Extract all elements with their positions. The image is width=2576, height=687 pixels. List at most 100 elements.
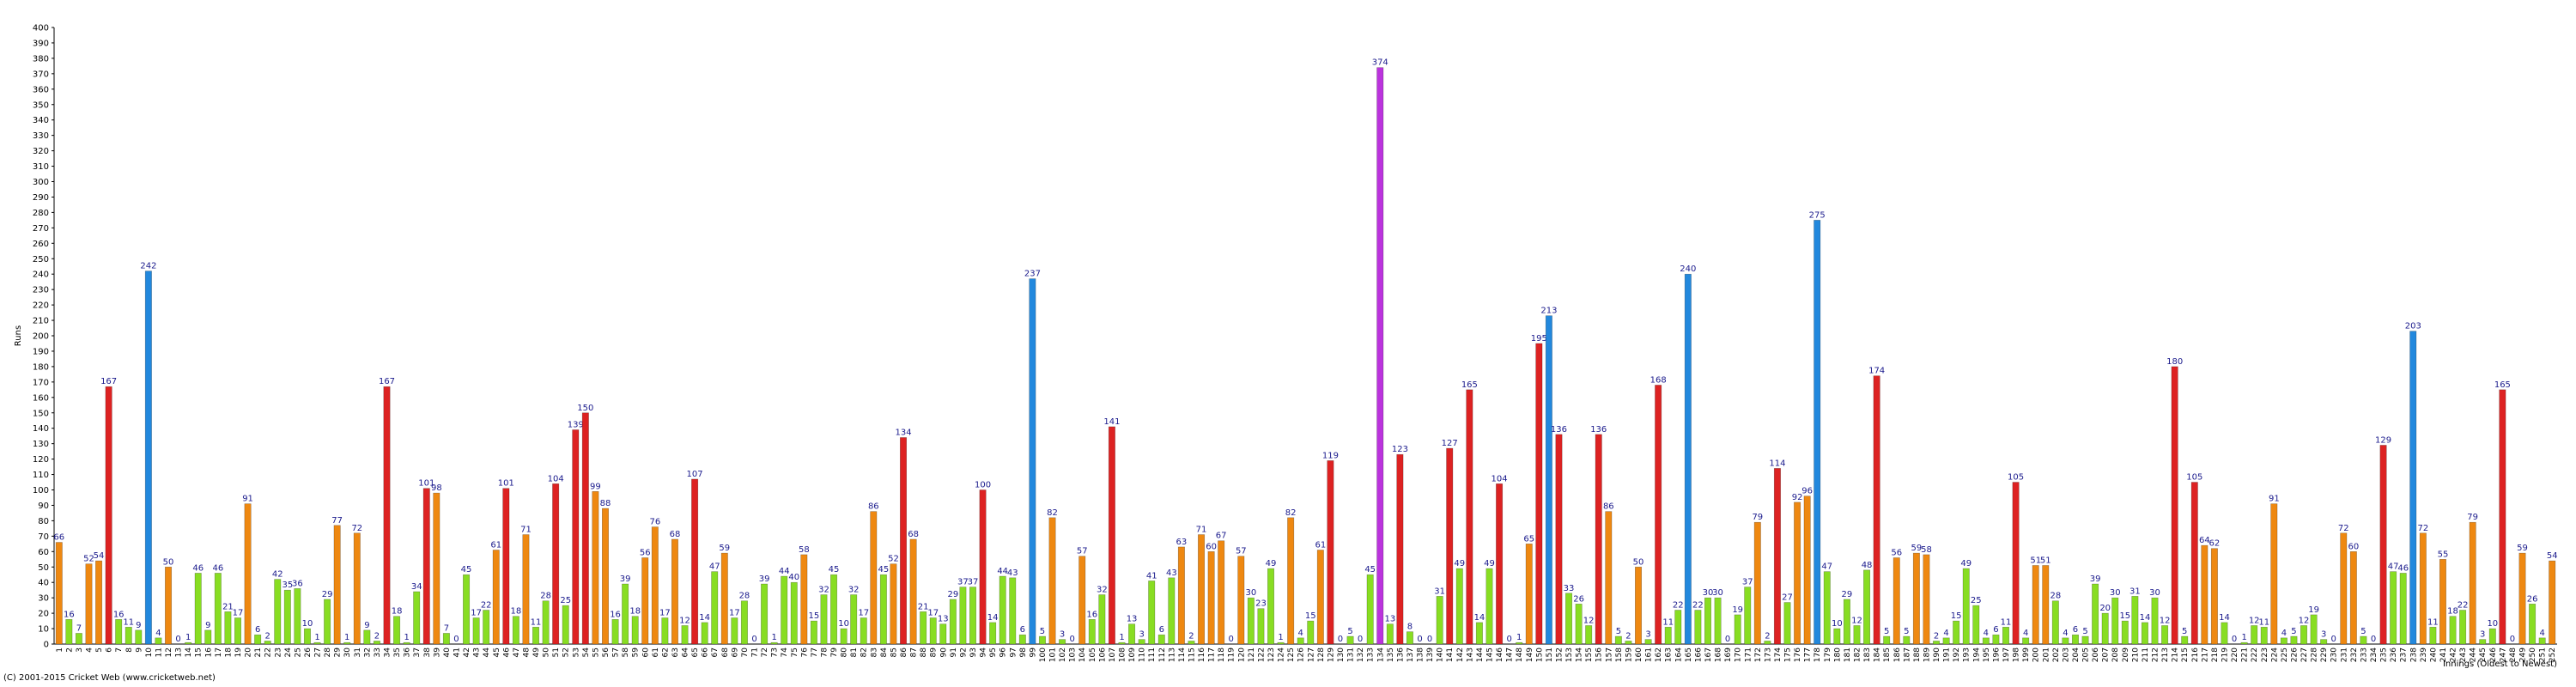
x-tick-label: 83 xyxy=(870,647,878,657)
x-tick-label: 59 xyxy=(632,647,641,658)
value-label: 60 xyxy=(2348,542,2359,551)
bar xyxy=(1277,641,1285,645)
value-label: 141 xyxy=(1103,417,1120,427)
value-label: 5 xyxy=(2360,627,2366,636)
bar xyxy=(1198,534,1206,645)
x-tick-label: 174 xyxy=(1774,647,1783,662)
value-label: 167 xyxy=(100,377,117,386)
bar xyxy=(433,492,440,645)
value-label: 23 xyxy=(1255,599,1267,609)
bar xyxy=(641,557,649,645)
value-label: 88 xyxy=(600,499,611,508)
bar xyxy=(790,581,798,645)
bar xyxy=(999,575,1006,645)
value-label: 68 xyxy=(908,530,919,539)
value-label: 1 xyxy=(344,633,349,642)
bar xyxy=(492,550,500,645)
value-label: 55 xyxy=(2438,550,2449,559)
value-label: 21 xyxy=(222,602,234,611)
x-tick-label: 106 xyxy=(1098,647,1107,662)
value-label: 2 xyxy=(1934,631,1939,641)
x-tick-label: 76 xyxy=(800,647,809,658)
bar xyxy=(1933,641,1941,645)
bar xyxy=(1038,635,1046,645)
value-label: 29 xyxy=(322,590,333,599)
bar xyxy=(701,622,708,645)
bar xyxy=(2190,482,2198,645)
x-tick-label: 133 xyxy=(1367,647,1376,662)
bar xyxy=(720,552,728,645)
x-tick-label: 138 xyxy=(1417,647,1425,662)
x-tick-label: 149 xyxy=(1526,647,1534,662)
value-label: 1 xyxy=(1119,633,1124,642)
bar xyxy=(1565,593,1573,645)
bar xyxy=(989,622,997,645)
bar xyxy=(1525,544,1533,645)
value-label: 11 xyxy=(1662,617,1674,627)
x-tick-label: 114 xyxy=(1178,647,1187,662)
x-tick-label: 180 xyxy=(1833,647,1842,662)
value-label: 47 xyxy=(1821,562,1832,572)
bar xyxy=(2051,600,2059,645)
bar xyxy=(1773,468,1781,645)
bar xyxy=(204,629,212,645)
x-tick-label: 58 xyxy=(622,647,630,658)
value-label: 39 xyxy=(620,575,631,584)
value-label: 0 xyxy=(175,635,180,644)
x-tick-label: 51 xyxy=(552,647,561,657)
bar xyxy=(1088,618,1096,645)
bar xyxy=(2469,521,2476,645)
y-tick-label: 350 xyxy=(33,100,49,110)
value-label: 275 xyxy=(1809,210,1826,220)
x-tick-label: 236 xyxy=(2390,647,2398,662)
value-label: 105 xyxy=(2008,473,2024,483)
x-tick-label: 189 xyxy=(1923,647,1931,662)
value-label: 62 xyxy=(2209,539,2221,549)
x-tick-label: 208 xyxy=(2111,647,2120,662)
value-label: 1 xyxy=(1278,633,1283,642)
x-tick-label: 23 xyxy=(274,647,283,657)
x-tick-label: 212 xyxy=(2152,647,2160,662)
bar xyxy=(115,618,123,645)
y-tick-label: 270 xyxy=(33,224,49,234)
x-tick-label: 173 xyxy=(1764,647,1772,662)
value-label: 13 xyxy=(1384,615,1395,624)
bar xyxy=(2488,628,2496,645)
bar xyxy=(611,618,619,645)
value-label: 71 xyxy=(1196,526,1207,535)
value-label: 11 xyxy=(531,617,542,627)
value-label: 50 xyxy=(1633,557,1644,567)
x-tick-label: 245 xyxy=(2479,647,2488,662)
value-label: 17 xyxy=(927,608,939,617)
bar xyxy=(1207,550,1215,645)
value-label: 240 xyxy=(1680,264,1696,274)
x-tick-label: 162 xyxy=(1655,647,1663,662)
value-label: 16 xyxy=(610,610,621,619)
value-label: 5 xyxy=(1884,627,1889,636)
x-tick-label: 205 xyxy=(2082,647,2091,662)
value-label: 43 xyxy=(1166,568,1177,578)
x-tick-label: 227 xyxy=(2300,647,2309,662)
value-label: 6 xyxy=(255,625,260,635)
bar xyxy=(1297,637,1304,645)
value-label: 213 xyxy=(1540,307,1557,316)
value-label: 11 xyxy=(2427,617,2439,627)
x-tick-label: 40 xyxy=(443,647,452,658)
bar xyxy=(463,574,471,645)
bar xyxy=(949,599,957,645)
bar xyxy=(283,589,291,645)
value-label: 100 xyxy=(975,481,991,490)
x-tick-label: 63 xyxy=(671,647,680,657)
value-label: 5 xyxy=(1616,627,1621,636)
value-label: 5 xyxy=(1904,627,1909,636)
bar xyxy=(850,594,858,645)
x-tick-label: 250 xyxy=(2529,647,2537,662)
bar xyxy=(2270,503,2278,645)
value-label: 19 xyxy=(1732,605,1743,615)
x-tick-label: 157 xyxy=(1605,647,1613,662)
bar xyxy=(1585,625,1593,645)
value-label: 10 xyxy=(302,619,313,629)
value-label: 14 xyxy=(699,613,710,623)
value-label: 7 xyxy=(444,623,449,633)
x-tick-label: 96 xyxy=(999,647,1008,658)
